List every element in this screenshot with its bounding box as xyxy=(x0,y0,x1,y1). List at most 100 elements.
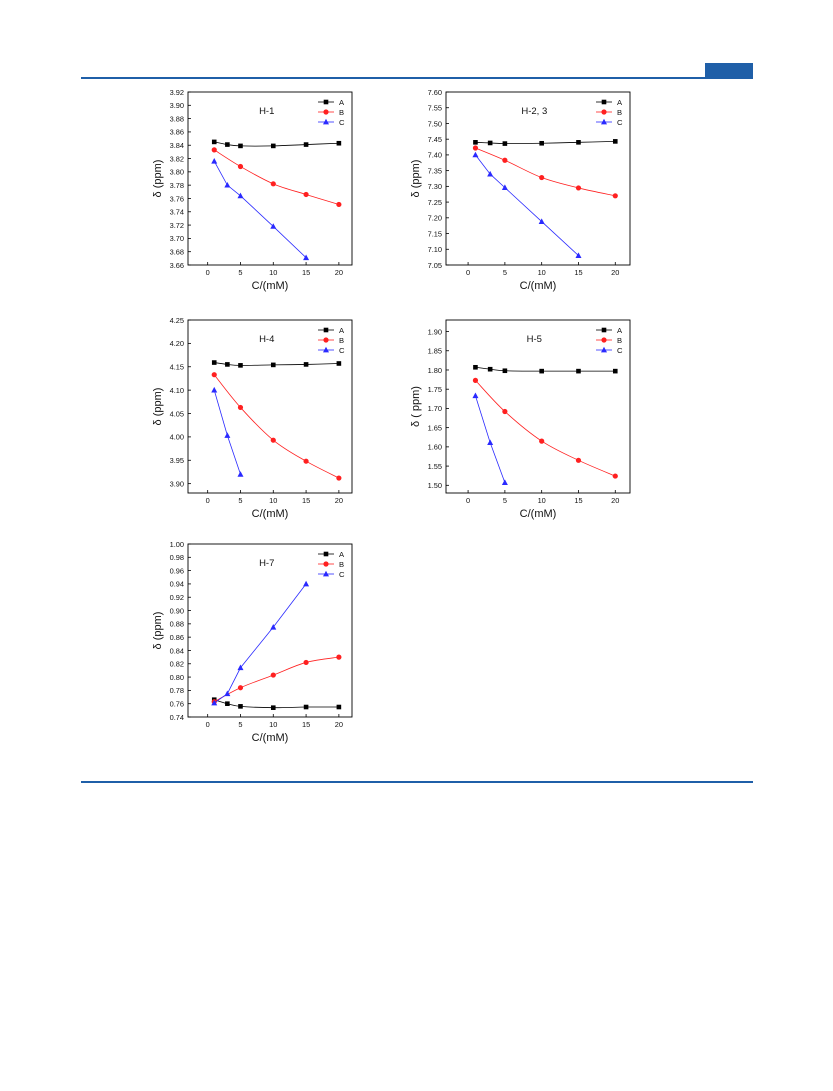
y-tick-label: 0.96 xyxy=(170,566,184,575)
legend-label: A xyxy=(617,98,623,107)
data-point xyxy=(539,368,544,374)
data-point xyxy=(612,139,618,144)
data-point xyxy=(237,192,244,199)
data-point xyxy=(487,140,493,146)
data-point xyxy=(303,362,309,367)
y-tick-label: 1.55 xyxy=(428,462,442,471)
series-B xyxy=(211,147,342,208)
x-tick-label: 5 xyxy=(503,268,507,277)
series-line xyxy=(214,149,339,205)
legend-marker xyxy=(323,570,329,577)
legend-entry-B: B xyxy=(318,336,344,345)
data-point xyxy=(502,141,508,146)
y-tick-label: 3.72 xyxy=(170,221,184,230)
legend-entry-A: A xyxy=(318,326,345,335)
data-point xyxy=(270,181,276,187)
series-A xyxy=(211,139,342,149)
y-tick-label: 0.76 xyxy=(170,699,184,708)
series-line xyxy=(214,656,339,703)
data-point xyxy=(576,140,581,145)
series-C xyxy=(472,151,582,258)
legend-marker xyxy=(323,118,329,125)
y-tick-label: 7.05 xyxy=(428,261,442,270)
legend-label: B xyxy=(617,108,622,117)
legend-marker xyxy=(601,99,607,105)
y-tick-label: 0.90 xyxy=(170,606,184,615)
data-point xyxy=(270,437,276,443)
chart-title: H-1 xyxy=(259,106,274,117)
series-line xyxy=(213,374,340,479)
data-point xyxy=(538,218,545,224)
data-point xyxy=(238,363,243,368)
data-point xyxy=(487,366,493,372)
data-point xyxy=(502,368,508,374)
y-tick-label: 3.66 xyxy=(170,261,184,270)
series-line xyxy=(475,380,616,477)
y-tick-label: 3.86 xyxy=(170,128,184,137)
chart-title: H-5 xyxy=(527,334,542,345)
series-line xyxy=(475,147,616,197)
x-tick-label: 20 xyxy=(335,496,343,505)
y-tick-label: 0.82 xyxy=(170,660,184,669)
y-tick-label: 4.20 xyxy=(170,339,184,348)
legend-label: B xyxy=(617,336,622,345)
legend-label: A xyxy=(617,326,623,335)
data-point xyxy=(270,362,276,368)
x-tick-label: 0 xyxy=(206,268,210,277)
y-tick-label: 4.10 xyxy=(170,386,184,395)
y-tick-label: 3.74 xyxy=(170,208,184,217)
y-tick-label: 1.80 xyxy=(428,366,442,375)
y-tick-label: 7.55 xyxy=(428,104,442,113)
data-point xyxy=(211,360,217,365)
top-rule xyxy=(81,77,753,79)
series-C xyxy=(211,386,244,477)
data-point xyxy=(303,580,310,587)
series-A xyxy=(473,364,618,374)
x-tick-label: 15 xyxy=(302,268,310,277)
data-point xyxy=(270,672,276,678)
y-tick-label: 3.82 xyxy=(170,154,184,163)
data-point xyxy=(336,361,342,366)
data-point xyxy=(237,471,244,477)
series-B xyxy=(211,372,342,481)
data-point xyxy=(237,685,244,691)
y-tick-label: 1.70 xyxy=(428,404,442,413)
legend-marker xyxy=(601,346,607,353)
x-tick-label: 10 xyxy=(269,496,277,505)
data-point xyxy=(211,372,217,378)
chart-svg: 3.90 3.95 4.00 4.05 4.10 4.15 4.20 4.25 0 5 10 15 20… xyxy=(152,316,353,520)
series-B xyxy=(472,145,618,199)
y-tick-label: 3.90 xyxy=(170,101,184,110)
x-tick-label: 5 xyxy=(238,720,242,729)
legend-label: C xyxy=(339,346,345,355)
series-line xyxy=(475,366,616,372)
y-tick-label: 3.90 xyxy=(170,479,184,488)
y-tick-label: 7.45 xyxy=(428,135,442,144)
legend-marker xyxy=(601,327,607,333)
data-point xyxy=(472,151,479,158)
y-tick-label: 7.25 xyxy=(428,198,442,207)
y-tick-label: 0.74 xyxy=(170,713,184,722)
data-point xyxy=(211,139,217,145)
legend-marker xyxy=(323,109,329,115)
series-line xyxy=(214,583,307,704)
legend-entry-A: A xyxy=(596,98,623,107)
y-tick-label: 1.75 xyxy=(428,385,442,394)
y-tick-label: 3.76 xyxy=(170,194,184,203)
legend-label: A xyxy=(339,550,345,559)
data-point xyxy=(472,392,479,399)
legend-entry-C: C xyxy=(596,346,623,355)
data-point xyxy=(303,254,310,261)
series-line xyxy=(475,395,506,483)
legend-label: B xyxy=(339,108,344,117)
legend-label: C xyxy=(339,570,345,579)
y-tick-label: 3.68 xyxy=(170,247,184,256)
data-point xyxy=(612,193,618,199)
legend-entry-B: B xyxy=(318,560,344,569)
data-point xyxy=(225,142,230,147)
series-C xyxy=(211,580,310,706)
plot-frame xyxy=(187,543,353,718)
y-tick-label: 3.88 xyxy=(170,114,184,123)
legend-marker xyxy=(323,551,329,557)
data-point xyxy=(211,699,218,706)
